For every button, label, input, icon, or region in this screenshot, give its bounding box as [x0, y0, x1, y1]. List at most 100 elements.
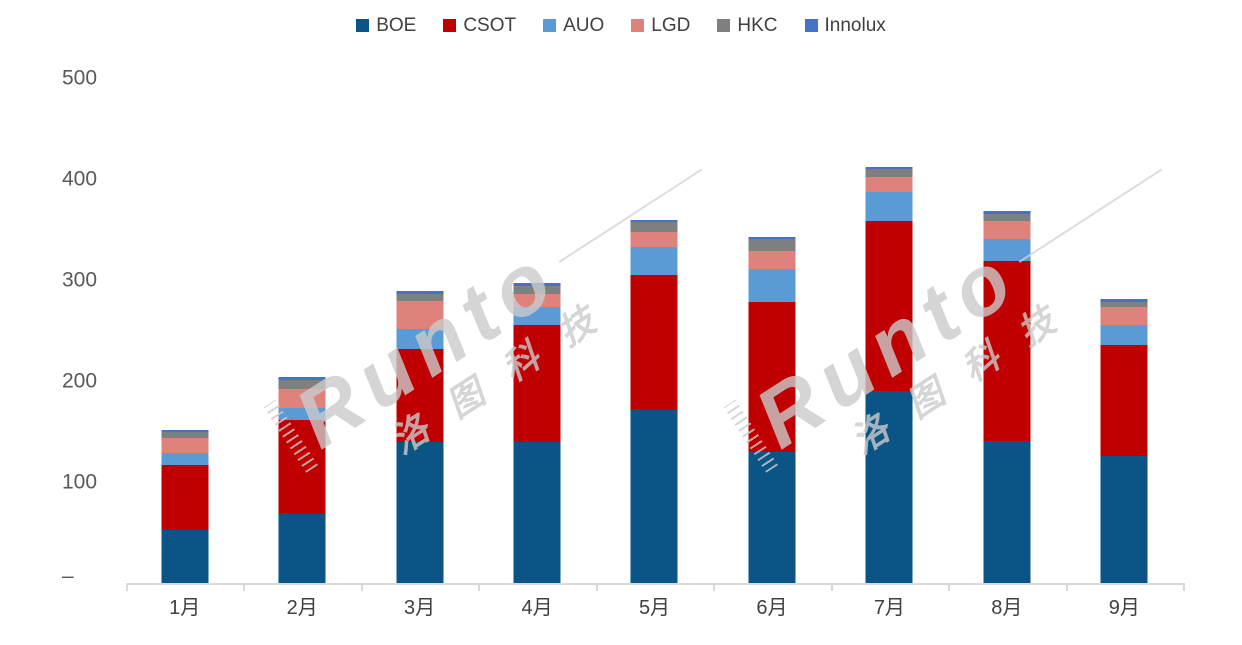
legend-item-Innolux: Innolux	[804, 15, 886, 36]
bar-slot-3月	[361, 78, 478, 583]
bar-8月	[983, 211, 1031, 583]
bar-7月-segment-HKC	[865, 169, 913, 177]
bar-1月-segment-CSOT	[161, 465, 209, 530]
legend-swatch-CSOT	[443, 19, 457, 32]
bar-2月-segment-CSOT	[278, 419, 326, 515]
legend-item-AUO: AUO	[543, 16, 604, 35]
bar-slot-9月	[1066, 78, 1183, 583]
bar-9月-segment-HKC	[1100, 302, 1148, 308]
bar-4月-segment-AUO	[513, 307, 561, 326]
bar-8月-segment-CSOT	[983, 260, 1031, 441]
bar-2月-segment-LGD	[278, 388, 326, 408]
bar-8月-segment-AUO	[983, 239, 1031, 261]
bar-8月-segment-LGD	[983, 221, 1031, 240]
x-axis-label-9月: 9月	[1108, 597, 1140, 619]
bar-6月-segment-LGD	[748, 250, 796, 269]
bar-3月-segment-LGD	[396, 300, 444, 330]
legend-item-LGD: LGD	[631, 16, 690, 35]
bar-5月-segment-AUO	[630, 247, 678, 275]
bar-5月-segment-CSOT	[630, 274, 678, 411]
bar-2月-segment-Innolux	[278, 376, 326, 381]
y-axis-label-0: –	[62, 564, 74, 588]
bar-7月-segment-CSOT	[865, 220, 913, 392]
bar-4月	[513, 283, 561, 583]
bar-5月	[630, 219, 678, 583]
bar-slot-5月	[596, 78, 713, 583]
x-axis-line	[126, 583, 1185, 585]
legend-swatch-LGD	[631, 19, 645, 32]
legend-label: CSOT	[463, 15, 517, 36]
x-axis-tick	[478, 583, 481, 591]
x-axis-tick	[1065, 583, 1068, 591]
chart-legend: BOE CSOT AUO LGD HKC Innolux	[0, 16, 1242, 35]
y-axis-label-100: 100	[62, 470, 98, 494]
bar-3月-segment-BOE	[396, 442, 444, 583]
bar-7月-segment-LGD	[865, 176, 913, 192]
bar-5月-segment-BOE	[630, 410, 678, 583]
y-axis-label-300: 300	[62, 268, 98, 292]
bar-4月-segment-LGD	[513, 294, 561, 308]
x-axis-tick	[243, 583, 246, 591]
bar-1月-segment-HKC	[161, 432, 209, 439]
bar-3月-segment-HKC	[396, 294, 444, 301]
legend-item-BOE: BOE	[356, 16, 416, 35]
x-axis-tick	[360, 583, 363, 591]
bar-5月-segment-LGD	[630, 232, 678, 248]
x-axis-label-1月: 1月	[169, 597, 201, 619]
x-axis-tick	[595, 583, 598, 591]
bar-slot-4月	[478, 78, 595, 583]
x-axis-label-5月: 5月	[638, 597, 671, 619]
y-axis-label-500: 500	[62, 66, 98, 90]
bar-8月-segment-HKC	[983, 213, 1031, 222]
bar-1月-segment-AUO	[161, 453, 209, 466]
legend-swatch-Innolux	[804, 19, 818, 32]
x-axis-label-4月: 4月	[521, 597, 553, 619]
bar-2月-segment-BOE	[278, 514, 326, 583]
bar-7月-segment-AUO	[865, 191, 913, 221]
bar-slot-2月	[243, 78, 360, 583]
plot-area	[126, 78, 1183, 583]
legend-label: LGD	[651, 15, 691, 36]
x-axis-label-3月: 3月	[404, 597, 436, 619]
bar-4月-segment-HKC	[513, 285, 561, 295]
bar-7月-segment-Innolux	[865, 166, 913, 170]
bar-8月-segment-Innolux	[983, 211, 1031, 214]
bar-1月-segment-BOE	[161, 529, 209, 583]
bar-9月-segment-Innolux	[1100, 299, 1148, 303]
bar-2月-segment-AUO	[278, 407, 326, 420]
bar-9月-segment-LGD	[1100, 307, 1148, 326]
legend-label: BOE	[376, 15, 417, 36]
bar-9月	[1100, 299, 1148, 583]
legend-label: HKC	[737, 15, 778, 36]
bar-1月-segment-LGD	[161, 438, 209, 454]
bar-6月-segment-BOE	[748, 452, 796, 583]
x-axis-tick	[948, 583, 951, 591]
bar-4月-segment-Innolux	[513, 283, 561, 286]
bar-9月-segment-BOE	[1100, 456, 1148, 583]
bar-2月	[278, 376, 326, 583]
x-axis-tick	[713, 583, 716, 591]
bar-slot-7月	[831, 78, 948, 583]
x-axis-label-6月: 6月	[756, 597, 788, 619]
legend-label: AUO	[563, 15, 605, 36]
y-axis-label-400: 400	[62, 167, 98, 191]
legend-swatch-AUO	[543, 19, 557, 32]
bar-slot-8月	[948, 78, 1065, 583]
x-axis-tick	[1183, 583, 1185, 591]
y-axis-label-200: 200	[62, 369, 98, 393]
bar-3月-segment-Innolux	[396, 291, 444, 295]
legend-item-HKC: HKC	[717, 15, 778, 36]
x-axis-tick	[126, 583, 128, 591]
bar-6月-segment-Innolux	[748, 237, 796, 240]
bar-6月-segment-HKC	[748, 239, 796, 251]
bar-3月	[396, 291, 444, 583]
bar-5月-segment-HKC	[630, 221, 678, 233]
bar-slot-1月	[126, 78, 243, 583]
bar-8月-segment-BOE	[983, 440, 1031, 583]
legend-label: Innolux	[824, 15, 886, 36]
bar-9月-segment-CSOT	[1100, 344, 1148, 457]
bar-3月-segment-CSOT	[396, 349, 444, 443]
bar-6月-segment-AUO	[748, 268, 796, 303]
bar-7月	[865, 166, 913, 583]
